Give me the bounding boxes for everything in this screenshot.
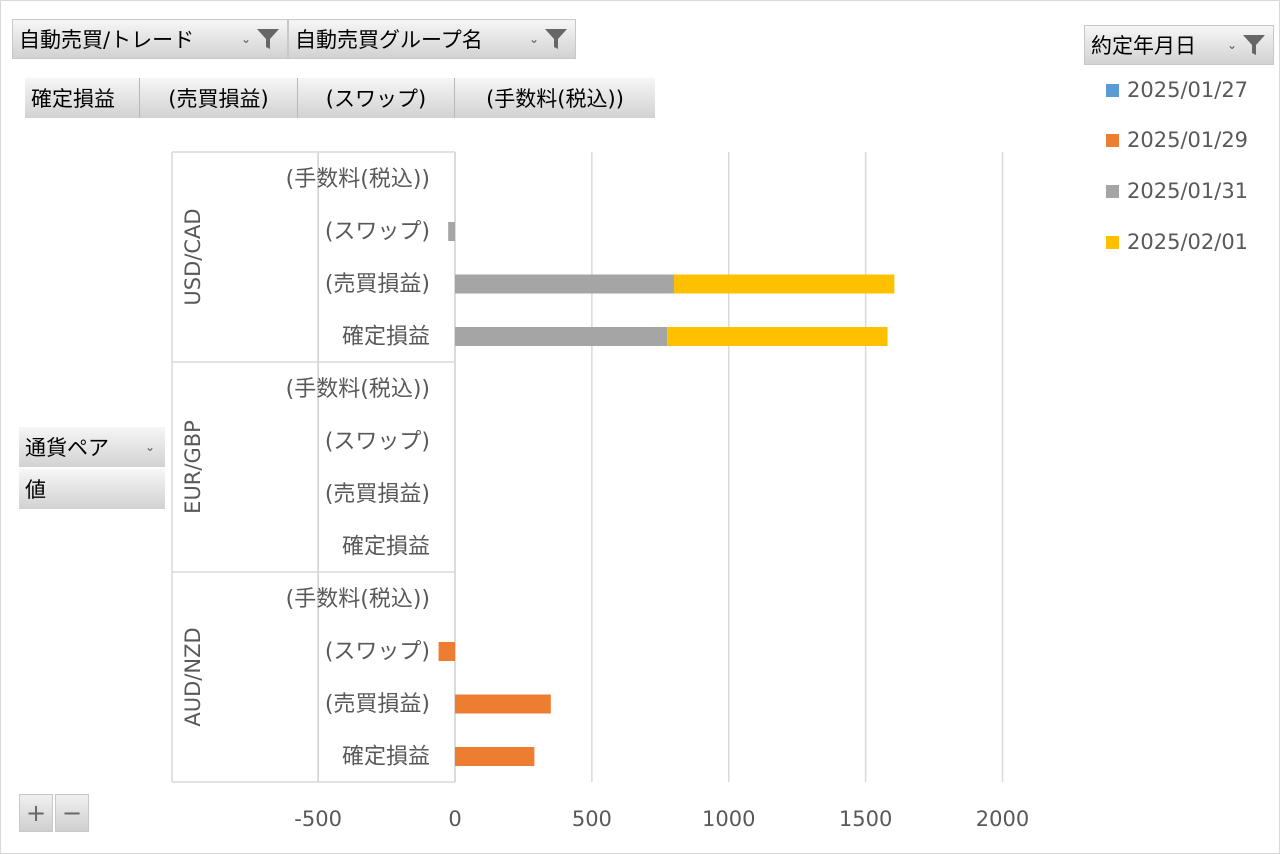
legend-label: 2025/02/01 bbox=[1127, 230, 1249, 254]
filter-group-label: 自動売買グループ名 bbox=[295, 28, 483, 52]
value-field-button[interactable]: (スワップ) bbox=[298, 78, 455, 118]
row-field-value-button[interactable]: 値 bbox=[19, 469, 165, 509]
legend-swatch bbox=[1106, 184, 1119, 198]
value-field-button[interactable]: 確定損益 bbox=[25, 78, 140, 118]
dropdown-arrow-icon: ⌄ bbox=[528, 32, 539, 46]
zoom-in-button[interactable]: + bbox=[19, 794, 53, 832]
value-field-button[interactable]: (手数料(税込)) bbox=[455, 78, 655, 118]
filter-date-label: 約定年月日 bbox=[1091, 34, 1196, 58]
dropdown-arrow-icon: ⌄ bbox=[144, 440, 155, 454]
value-field-label: 確定損益 bbox=[31, 87, 115, 111]
legend-item: 2025/01/27 bbox=[1106, 78, 1248, 102]
legend-label: 2025/01/27 bbox=[1127, 78, 1249, 102]
legend-swatch bbox=[1106, 133, 1119, 147]
funnel-icon bbox=[257, 29, 279, 49]
filter-trade-label: 自動売買/トレード bbox=[19, 28, 195, 52]
legend-swatch bbox=[1106, 83, 1119, 97]
row-field-value-label: 値 bbox=[25, 478, 46, 502]
legend-swatch bbox=[1106, 235, 1119, 249]
dropdown-arrow-icon: ⌄ bbox=[1226, 38, 1237, 52]
row-field-pair-label: 通貨ペア bbox=[25, 436, 109, 460]
value-field-label: (スワップ) bbox=[325, 87, 427, 111]
dropdown-arrow-icon: ⌄ bbox=[240, 32, 251, 46]
legend-label: 2025/01/31 bbox=[1127, 179, 1249, 203]
row-field-pair-button[interactable]: 通貨ペア ⌄ bbox=[19, 427, 165, 467]
value-field-label: (売買損益) bbox=[168, 87, 269, 111]
funnel-icon bbox=[1243, 35, 1265, 55]
plus-icon: + bbox=[25, 799, 47, 827]
filter-trade-button[interactable]: 自動売買/トレード ⌄ bbox=[12, 19, 288, 59]
value-field-button[interactable]: (売買損益) bbox=[140, 78, 298, 118]
legend-item: 2025/01/29 bbox=[1106, 128, 1248, 152]
legend-item: 2025/02/01 bbox=[1106, 230, 1248, 254]
minus-icon: − bbox=[61, 799, 83, 827]
filter-group-button[interactable]: 自動売買グループ名 ⌄ bbox=[288, 19, 576, 59]
value-field-label: (手数料(税込)) bbox=[486, 87, 624, 111]
legend-item: 2025/01/31 bbox=[1106, 179, 1248, 203]
zoom-out-button[interactable]: − bbox=[55, 794, 89, 832]
funnel-icon bbox=[545, 29, 567, 49]
filter-date-button[interactable]: 約定年月日 ⌄ bbox=[1084, 25, 1274, 65]
legend-label: 2025/01/29 bbox=[1127, 128, 1249, 152]
